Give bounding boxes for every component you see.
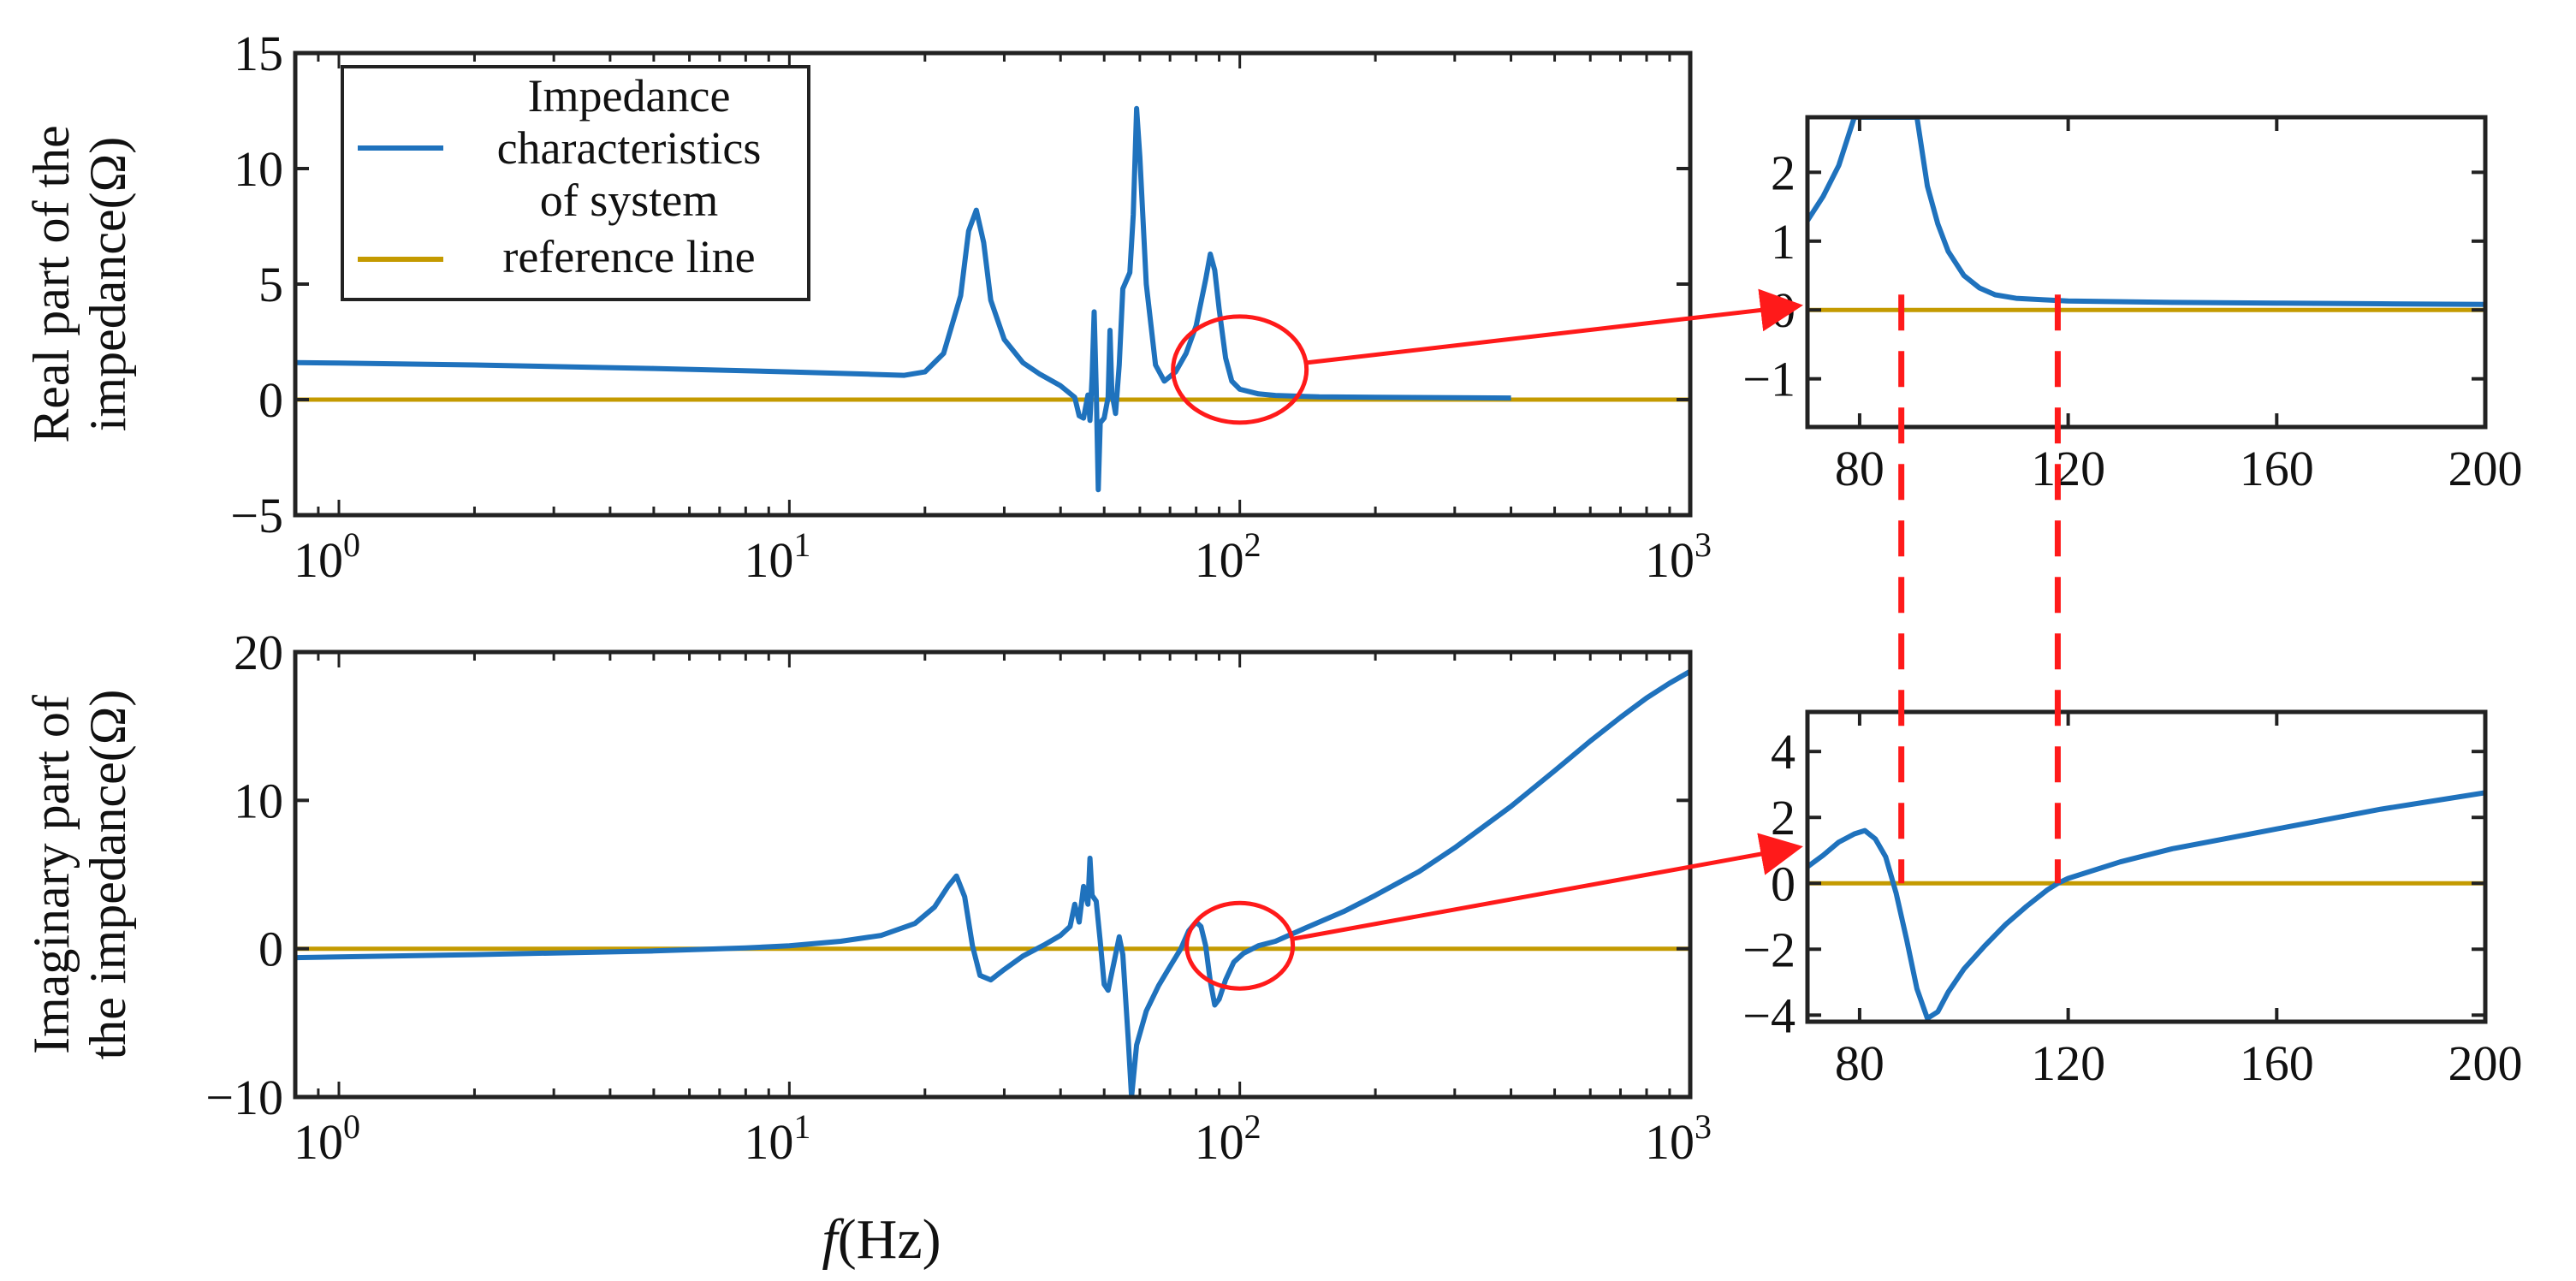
x-tick-base: 10 (294, 532, 343, 588)
y-tick-label: 0 (258, 922, 283, 977)
imaginary-part-zoom-plot: −4 −2 0 2 4 80 120 160 200 (1742, 709, 2523, 1091)
x-tick-base: 10 (294, 1114, 343, 1170)
x-tick-label: 120 (2031, 441, 2105, 496)
x-tick-label: 101 (744, 525, 810, 588)
x-tick-base: 10 (1645, 1114, 1695, 1170)
zoom-arrow-real (1306, 288, 1803, 365)
zoom-arrow-imaginary (1292, 833, 1803, 941)
y-tick-label: 4 (1771, 724, 1795, 780)
y-tick-label: 0 (1771, 856, 1795, 911)
x-tick-exponent: 1 (793, 525, 810, 564)
legend-label-reference: reference line (502, 231, 755, 282)
y-tick-label: 1 (1771, 214, 1795, 270)
x-tick-base: 10 (744, 532, 793, 588)
y-tick-label: 10 (234, 773, 283, 828)
axes-frame (293, 649, 1693, 1100)
real-part-y-axis-label: Real part of the impedance(Ω) (23, 125, 136, 443)
x-tick-label: 102 (1195, 525, 1261, 588)
y-tick-label: −5 (230, 488, 283, 543)
x-tick-exponent: 3 (1695, 525, 1712, 564)
y-tick-label: 2 (1771, 790, 1795, 845)
legend-label-system: of system (540, 175, 719, 226)
x-tick-exponent: 3 (1695, 1107, 1712, 1146)
x-tick-label: 100 (294, 525, 360, 588)
y-tick-label: 20 (234, 625, 283, 680)
x-tick-label: 103 (1645, 525, 1712, 588)
legend-label-system: Impedance (528, 70, 731, 122)
y-label-line: impedance(Ω) (80, 137, 136, 431)
legend-label-system: characteristics (497, 122, 762, 174)
y-tick-label: 0 (258, 372, 283, 428)
x-tick-exponent: 2 (1244, 1107, 1261, 1146)
x-tick-exponent: 0 (343, 1107, 360, 1146)
x-tick-exponent: 1 (793, 1107, 810, 1146)
x-tick-exponent: 2 (1244, 525, 1261, 564)
x-tick-base: 10 (744, 1114, 793, 1170)
axes-frame (1805, 709, 2488, 1024)
zoom-annotations (1171, 288, 2061, 991)
x-tick-label: 102 (1195, 1107, 1261, 1170)
x-axis-label: f(Hz) (822, 1208, 941, 1271)
x-tick-base: 10 (1195, 1114, 1244, 1170)
y-tick-label: 5 (258, 257, 283, 312)
real-part-main-plot: Real part of the impedance(Ω) Impedance … (23, 26, 1712, 588)
system-impedance-curve (295, 668, 1690, 1097)
x-tick-base: 10 (1195, 532, 1244, 588)
y-tick-label: 15 (234, 26, 283, 81)
x-axis-unit: (Hz) (838, 1208, 941, 1271)
system-impedance-curve (1807, 790, 2485, 1022)
system-impedance-curve (1807, 117, 2485, 307)
x-tick-label: 120 (2031, 1035, 2105, 1091)
y-label-line: Real part of the (23, 125, 80, 443)
x-tick-label: 200 (2448, 1035, 2523, 1091)
y-tick-label: 10 (234, 141, 283, 197)
x-tick-exponent: 0 (343, 525, 360, 564)
y-tick-label: −10 (205, 1070, 283, 1125)
x-tick-label: 101 (744, 1107, 810, 1170)
x-tick-label: 160 (2240, 1035, 2314, 1091)
x-tick-base: 10 (1645, 532, 1695, 588)
y-tick-label: −4 (1742, 987, 1795, 1043)
imaginary-part-main-plot: Imaginary part of the impedance(Ω) f(Hz)… (23, 625, 1712, 1271)
system-impedance-curve (295, 105, 1511, 493)
x-tick-label: 80 (1835, 441, 1885, 496)
x-tick-label: 200 (2448, 441, 2523, 496)
legend: Impedance characteristics of system refe… (341, 65, 810, 301)
y-tick-label: −2 (1742, 922, 1795, 977)
y-label-line: the impedance(Ω) (80, 690, 136, 1060)
x-tick-label: 160 (2240, 441, 2314, 496)
y-tick-label: 2 (1771, 145, 1795, 200)
y-tick-label: −1 (1742, 352, 1795, 407)
x-tick-label: 100 (294, 1107, 360, 1170)
x-tick-label: 80 (1835, 1035, 1885, 1091)
zoom-circle-real (1171, 314, 1309, 425)
zoom-circle-imaginary (1184, 900, 1296, 991)
y-label-line: Imaginary part of (23, 695, 80, 1054)
x-tick-label: 103 (1645, 1107, 1712, 1170)
imaginary-part-y-axis-label: Imaginary part of the impedance(Ω) (23, 690, 136, 1060)
axes-frame (1805, 115, 2488, 430)
